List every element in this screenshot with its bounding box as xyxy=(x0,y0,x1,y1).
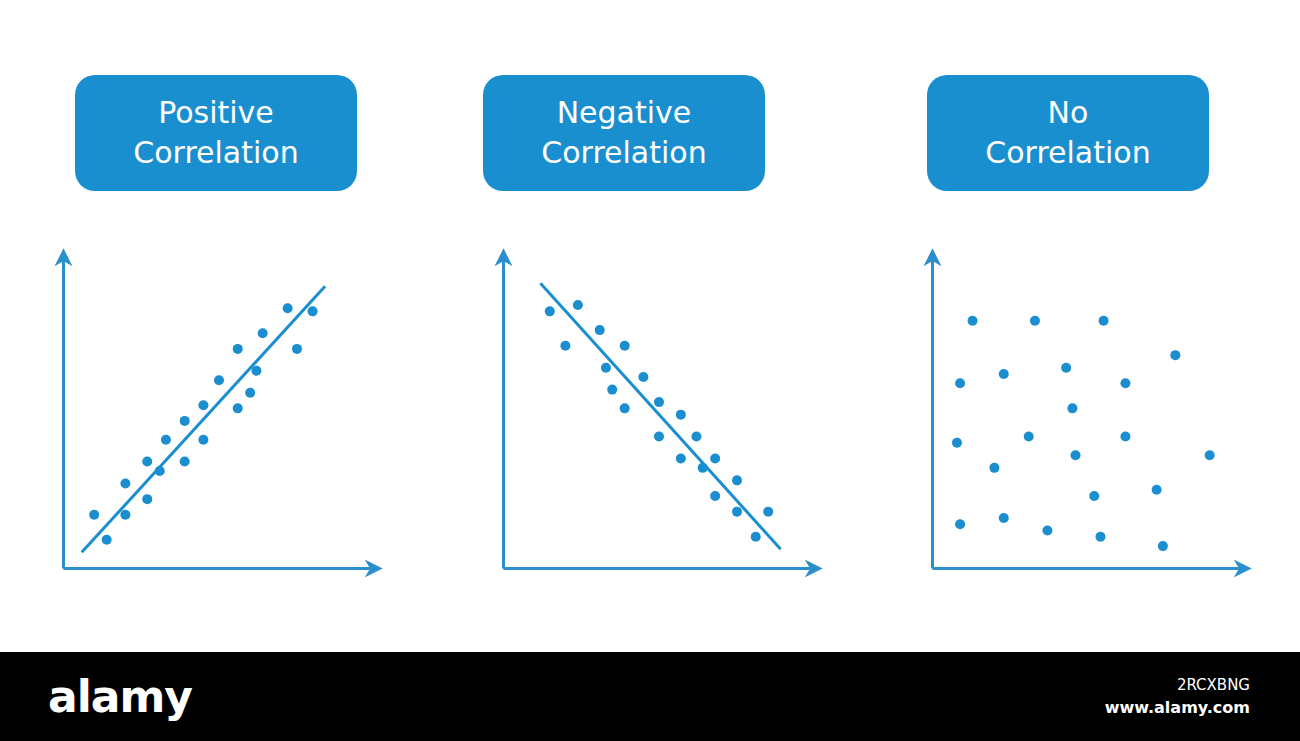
point xyxy=(1024,432,1034,442)
axis-line xyxy=(504,567,816,570)
point xyxy=(180,416,190,426)
point xyxy=(198,400,208,410)
point xyxy=(1061,363,1071,373)
point xyxy=(676,453,686,463)
point xyxy=(214,375,224,385)
point xyxy=(952,438,962,448)
url: www.alamy.com xyxy=(1105,698,1250,717)
axis-line xyxy=(933,567,1245,570)
point xyxy=(751,532,761,542)
point xyxy=(1120,378,1130,388)
point xyxy=(233,403,243,413)
point xyxy=(1170,350,1180,360)
y-axis xyxy=(63,256,64,569)
point xyxy=(1205,450,1215,460)
axis-line xyxy=(62,256,65,569)
point xyxy=(180,457,190,467)
point xyxy=(292,344,302,354)
title-box xyxy=(927,75,1209,191)
y-axis xyxy=(503,256,504,569)
trend-line xyxy=(540,283,780,549)
x-axis xyxy=(933,568,1245,569)
point xyxy=(732,475,742,485)
point xyxy=(968,316,978,326)
point xyxy=(545,306,555,316)
point xyxy=(989,463,999,473)
y-axis xyxy=(932,256,933,569)
point xyxy=(654,397,664,407)
point xyxy=(1152,485,1162,495)
axis-line xyxy=(64,567,376,570)
axis-line xyxy=(502,256,505,569)
title-box xyxy=(483,75,765,191)
image-id: 2RCXBNG xyxy=(1177,676,1250,694)
point xyxy=(1067,403,1077,413)
axis-line xyxy=(931,256,934,569)
point xyxy=(102,535,112,545)
title-box xyxy=(75,75,357,191)
point xyxy=(999,513,1009,523)
point xyxy=(620,403,630,413)
x-axis xyxy=(64,568,376,569)
point xyxy=(710,453,720,463)
point xyxy=(120,510,130,520)
point xyxy=(676,410,686,420)
x-axis xyxy=(504,568,816,569)
plot-area xyxy=(82,286,325,552)
chart-title: PositiveCorrelation xyxy=(133,95,298,170)
point xyxy=(560,341,570,351)
canvas: PositiveCorrelation NegativeCorrelation No… xyxy=(0,0,1300,741)
point xyxy=(283,303,293,313)
point xyxy=(638,372,648,382)
point xyxy=(607,385,617,395)
point xyxy=(595,325,605,335)
point xyxy=(245,388,255,398)
point xyxy=(573,300,583,310)
point xyxy=(710,491,720,501)
point xyxy=(142,457,152,467)
point xyxy=(691,432,701,442)
plot-area xyxy=(952,316,1215,551)
point xyxy=(1099,316,1109,326)
panel: NoCorrelation xyxy=(927,75,1245,569)
point xyxy=(732,507,742,517)
point xyxy=(1030,316,1040,326)
point xyxy=(1158,541,1168,551)
footer: alamy 2RCXBNG www.alamy.com xyxy=(0,652,1300,741)
panel: NegativeCorrelation xyxy=(483,75,816,569)
point xyxy=(763,507,773,517)
point xyxy=(308,306,318,316)
point xyxy=(1089,491,1099,501)
point xyxy=(620,341,630,351)
point xyxy=(1120,432,1130,442)
point xyxy=(258,328,268,338)
point xyxy=(89,510,99,520)
point xyxy=(698,463,708,473)
point xyxy=(955,519,965,529)
point xyxy=(233,344,243,354)
point xyxy=(955,378,965,388)
brand: alamy xyxy=(48,671,192,722)
chart-title: NoCorrelation xyxy=(985,95,1150,170)
point xyxy=(142,494,152,504)
point xyxy=(1071,450,1081,460)
trend-line xyxy=(82,286,325,552)
point xyxy=(1095,532,1105,542)
panel: PositiveCorrelation xyxy=(64,75,376,569)
point xyxy=(198,435,208,445)
point xyxy=(161,435,171,445)
footer-bar xyxy=(0,652,1300,741)
point xyxy=(1042,525,1052,535)
point xyxy=(601,363,611,373)
point xyxy=(120,478,130,488)
chart-title: NegativeCorrelation xyxy=(541,95,706,170)
point xyxy=(155,466,165,476)
point xyxy=(251,366,261,376)
point xyxy=(654,432,664,442)
point xyxy=(999,369,1009,379)
plot-area xyxy=(540,283,780,549)
